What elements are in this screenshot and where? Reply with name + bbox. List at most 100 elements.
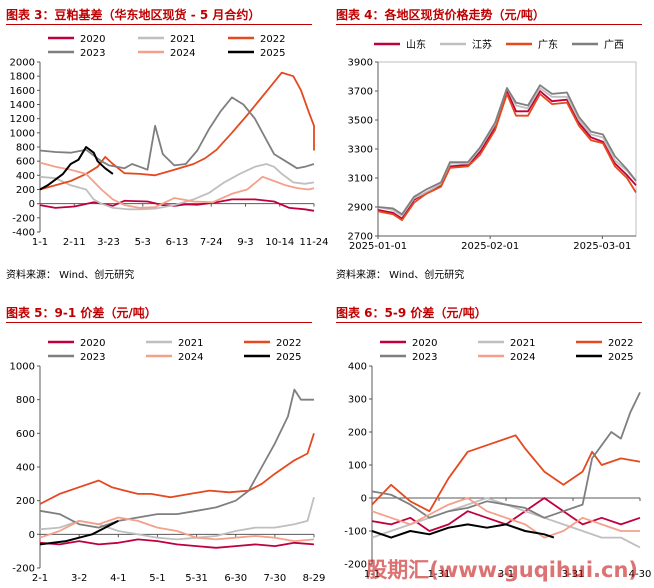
chart-3-series-2020	[39, 198, 315, 212]
chart-6-legend-label: 2023	[412, 352, 437, 363]
chart-5-y-tick-label: 400	[16, 463, 35, 474]
chart-6-y-tick-label: -200	[344, 560, 367, 571]
chart-6-y-tick-label: 100	[348, 461, 367, 472]
chart-6-x-tick-label: 1-1	[364, 569, 380, 580]
chart-4-series-广西	[377, 84, 637, 216]
chart-5-y-tick-label: 600	[16, 429, 35, 440]
chart-4-y-tick-label: 3100	[348, 174, 373, 185]
chart-3-x-tick-label: 1-1	[32, 237, 48, 248]
chart-5-y-tick-label: 200	[16, 496, 35, 507]
chart-5-series-2022	[39, 433, 315, 505]
chart-5-x-tick-label: 8-29	[303, 573, 326, 584]
chart-6-series-2024	[371, 497, 640, 539]
chart-4-y-tick-label: 3900	[348, 58, 373, 69]
chart-6-y-tick-label: 0	[361, 494, 367, 505]
chart-4-legend-label: 广东	[538, 38, 558, 51]
chart-6-legend-label: 2025	[608, 352, 633, 363]
chart-6-legend-label: 2020	[412, 338, 437, 349]
chart-5-legend-label: 2023	[80, 352, 105, 363]
chart-5-x-tick-label: 5-1	[149, 573, 165, 584]
chart-5-y-tick-label: 1000	[10, 362, 35, 373]
chart4-source: 资料来源： Wind、创元研究	[336, 270, 465, 281]
chart-3-y-tick-label: 200	[16, 185, 35, 196]
chart3-title-rule	[6, 24, 312, 25]
chart-3-y-tick-label: -400	[12, 228, 35, 239]
chart-3-y-tick-label: 1000	[10, 128, 35, 139]
chart-3-y-tick-label: 0	[29, 199, 35, 210]
chart-4-legend-label: 山东	[406, 38, 426, 51]
chart-4-legend-label: 广西	[604, 39, 624, 51]
chart-6-x-tick-label: 4-30	[629, 569, 652, 580]
chart-3-x-tick-label: 5-3	[135, 237, 151, 248]
chart-4-x-tick-label: 2025-03-01	[573, 241, 631, 252]
chart-6-series-2025	[371, 523, 555, 539]
chart-5-y-tick-label: 0	[29, 530, 35, 541]
chart6-title: 图表 6：5-9 价差（元/吨）	[336, 306, 487, 320]
chart-3-y-tick-label: 2000	[10, 58, 35, 69]
chart-4-series-广东	[377, 93, 637, 221]
chart-5-series-2023	[39, 388, 314, 529]
chart-5-x-tick-label: 4-1	[110, 573, 126, 584]
chart-4-series-山东	[377, 90, 637, 220]
chart-6-legend-label: 2021	[510, 338, 535, 349]
chart-5-legend-label: 2021	[178, 338, 203, 349]
chart-3-legend-label: 2021	[170, 34, 195, 45]
chart-4-y-tick-label: 2700	[348, 232, 373, 243]
chart-6-y-tick-label: 400	[348, 362, 367, 373]
chart-4-y-tick-label: 3300	[348, 145, 373, 156]
chart-5-legend-label: 2024	[178, 352, 203, 363]
chart-6-legend-label: 2022	[608, 338, 633, 349]
chart-3-y-tick-label: 400	[16, 171, 35, 182]
chart-4-x-tick-label: 2025-02-01	[461, 241, 519, 252]
chart-3-x-tick-label: 10-14	[265, 237, 294, 248]
chart-3-y-tick-label: 1400	[10, 100, 35, 111]
watermark-logo: 股期汇(www.guqihui.cn)	[366, 558, 638, 582]
chart-3-legend-label: 2020	[80, 34, 105, 45]
chart-3-series-2024	[39, 161, 315, 209]
chart-3-x-tick-label: 2-11	[63, 237, 86, 248]
chart3-title: 图表 3：豆粕基差（华东地区现货 - 5 月合约）	[6, 8, 261, 22]
chart-5-legend-label: 2020	[80, 338, 105, 349]
chart-6-y-tick-label: -100	[344, 527, 367, 538]
chart-3-y-tick-label: -200	[12, 213, 35, 224]
chart4-title-rule	[336, 24, 642, 25]
chart-3-x-tick-label: 11-24	[299, 237, 328, 248]
chart-4-x-tick-label: 2025-01-01	[349, 241, 407, 252]
chart-3-series-2021	[39, 163, 315, 211]
chart-3-x-tick-label: 6-13	[166, 237, 189, 248]
chart-3-x-tick-label: 9-3	[237, 237, 253, 248]
chart-3-legend-label: 2022	[260, 34, 285, 45]
chart-6-series-2022	[371, 434, 641, 513]
chart-6-x-tick-label: 3-1	[498, 569, 514, 580]
chart-5-x-tick-label: 5-31	[185, 573, 208, 584]
chart-4-legend-label: 江苏	[472, 38, 492, 51]
chart-5-series-2021	[39, 497, 315, 541]
chart-3-y-tick-label: 1600	[10, 86, 35, 97]
chart-5-series-2024	[39, 516, 315, 542]
chart-5-x-tick-label: 2-1	[32, 573, 48, 584]
chart-3-legend-label: 2025	[260, 48, 285, 59]
chart-3-y-tick-label: 1200	[10, 114, 35, 125]
chart-3-legend-label: 2023	[80, 48, 105, 59]
chart-6-y-tick-label: 200	[348, 428, 367, 439]
chart-5-legend-label: 2022	[276, 338, 301, 349]
chart-3-series-2025	[39, 146, 114, 191]
chart3-source: 资料来源： Wind、创元研究	[6, 270, 135, 281]
chart-4-y-tick-label: 3500	[348, 116, 373, 127]
chart5-title: 图表 5：9-1 价差（元/吨）	[6, 306, 157, 320]
chart-3-legend-label: 2024	[170, 48, 195, 59]
chart-6-legend-label: 2024	[510, 352, 535, 363]
chart6-title-rule	[336, 322, 642, 323]
chart-6-x-tick-label: 3-31	[562, 569, 585, 580]
chart-3-series-2023	[39, 96, 315, 171]
chart-5-series-2020	[39, 538, 315, 549]
chart-5-series-2025	[39, 520, 119, 546]
chart-3-y-tick-label: 600	[16, 157, 35, 168]
chart-3-y-tick-label: 1800	[10, 72, 35, 83]
chart-5-x-tick-label: 7-30	[264, 573, 287, 584]
chart4-title: 图表 4：各地区现货价格走势（元/吨）	[336, 8, 545, 22]
chart-3-x-tick-label: 3-23	[97, 237, 120, 248]
chart-6-x-tick-label: 1-31	[428, 569, 451, 580]
chart-5-y-tick-label: -200	[12, 564, 35, 575]
chart-4-y-tick-label: 3700	[348, 87, 373, 98]
